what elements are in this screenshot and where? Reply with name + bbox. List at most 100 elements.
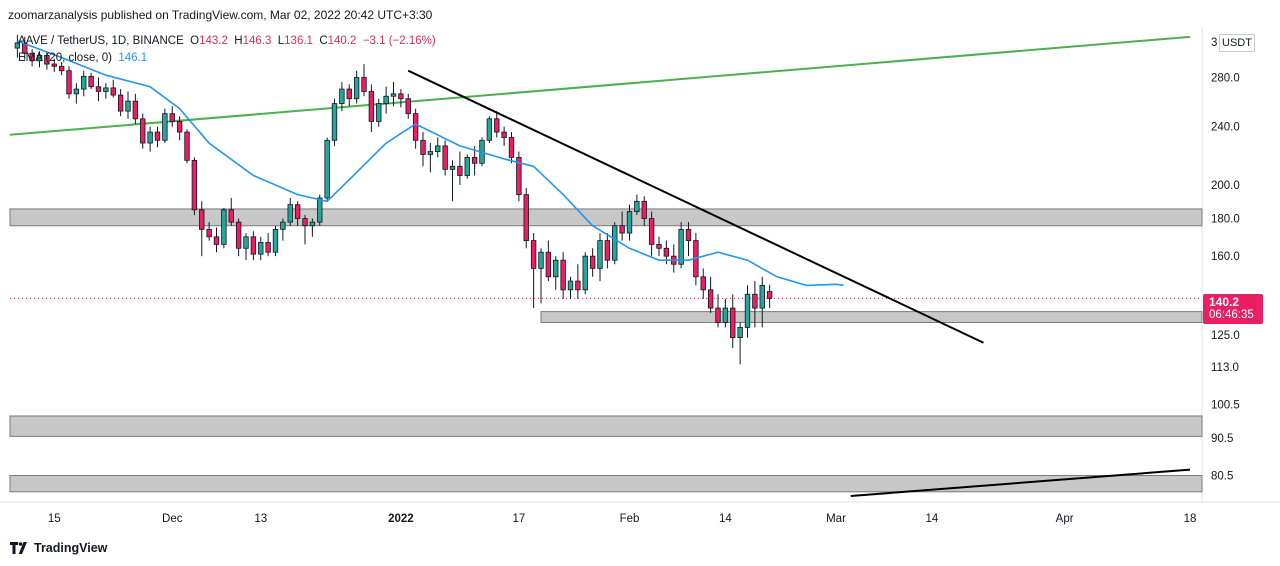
candle bbox=[766, 284, 773, 308]
candle-body bbox=[103, 87, 109, 92]
legend-close: 140.2 bbox=[327, 35, 357, 47]
candle bbox=[641, 196, 647, 226]
time-tick-label: 13 bbox=[254, 513, 267, 525]
candle-body bbox=[199, 209, 205, 230]
price-tick-label: 160.0 bbox=[1211, 251, 1240, 263]
candle-body bbox=[280, 221, 286, 230]
candle-body bbox=[213, 236, 220, 245]
candle bbox=[14, 34, 21, 58]
candle bbox=[265, 233, 271, 257]
candle-body bbox=[353, 77, 360, 100]
time-tick-label: Dec bbox=[162, 513, 183, 525]
candle bbox=[634, 194, 640, 216]
candle-body bbox=[184, 131, 190, 161]
candle-body bbox=[619, 225, 625, 234]
candle bbox=[722, 298, 729, 328]
candle bbox=[132, 93, 139, 125]
time-tick-label: 18 bbox=[1184, 513, 1197, 525]
candle bbox=[103, 83, 109, 99]
brand-name: TradingView bbox=[34, 541, 108, 555]
candle bbox=[287, 197, 293, 226]
candle-body bbox=[154, 131, 161, 141]
bar-countdown: 06:46:35 bbox=[1209, 309, 1254, 321]
candle-body bbox=[140, 118, 146, 144]
candle bbox=[648, 211, 655, 257]
candle-body bbox=[471, 156, 478, 164]
candle-body bbox=[73, 88, 80, 95]
price-tick-label: 125.0 bbox=[1211, 330, 1240, 342]
candle-body bbox=[449, 165, 456, 170]
candle-body bbox=[700, 276, 706, 291]
candle-body bbox=[265, 242, 271, 253]
price-tick-label: 180.0 bbox=[1211, 214, 1240, 226]
candle bbox=[339, 82, 345, 112]
legend-low-label: L bbox=[277, 35, 285, 47]
candle-body bbox=[250, 236, 257, 255]
candle bbox=[302, 215, 308, 245]
candle bbox=[737, 322, 743, 365]
candle-body bbox=[14, 42, 21, 49]
currency-button[interactable]: USDT bbox=[1219, 34, 1255, 52]
header-bar: zoomarzanalysis published on TradingView… bbox=[0, 0, 1280, 28]
candle-body bbox=[597, 240, 603, 269]
legend-close-label: C bbox=[319, 35, 328, 47]
candle bbox=[154, 126, 161, 148]
candle-body bbox=[508, 137, 515, 158]
candle bbox=[567, 276, 574, 299]
candle bbox=[110, 79, 116, 98]
candle-body bbox=[309, 221, 316, 227]
candle-body bbox=[258, 242, 264, 255]
candle bbox=[752, 281, 758, 328]
candle-body bbox=[66, 70, 72, 95]
candle bbox=[29, 49, 35, 67]
candle-body bbox=[110, 87, 116, 96]
price-tick-label: 80.5 bbox=[1211, 471, 1233, 483]
candle-body bbox=[730, 307, 736, 338]
candle-body bbox=[766, 291, 773, 299]
trendline-3 bbox=[850, 468, 1191, 497]
candle-body bbox=[147, 131, 153, 144]
price-tick-label: 90.5 bbox=[1211, 433, 1233, 445]
candle bbox=[272, 225, 279, 257]
legend-symbol[interactable]: AAVE / TetherUS, 1D, BINANCE bbox=[18, 35, 184, 47]
candle bbox=[464, 154, 470, 179]
candle bbox=[612, 222, 618, 265]
candle-body bbox=[117, 94, 124, 112]
tradingview-logo[interactable]: TradingView bbox=[10, 541, 107, 555]
candle-body bbox=[722, 307, 729, 323]
candlestick-chart[interactable]: 280.0 240.0 200.0 180.0 160.0 125.0 113.0 100.5… bbox=[0, 28, 1280, 532]
candle-body bbox=[589, 255, 596, 269]
candle bbox=[530, 233, 537, 309]
candle bbox=[309, 218, 316, 237]
ema-value: 146.1 bbox=[118, 52, 148, 64]
candle bbox=[88, 72, 94, 90]
candle-body bbox=[752, 293, 758, 309]
candle bbox=[346, 84, 352, 107]
support-resistance-zone-1 bbox=[9, 208, 1203, 227]
candle-body bbox=[678, 228, 684, 265]
ema-label: EMA (20, close, 0) bbox=[18, 52, 112, 64]
time-tick-label: 14 bbox=[925, 513, 938, 525]
ema-legend[interactable]: EMA (20, close, 0) 146.1 bbox=[18, 52, 147, 64]
candle-body bbox=[132, 100, 139, 120]
candle bbox=[147, 126, 153, 152]
candle bbox=[523, 188, 529, 249]
chart-area[interactable]: 280.0 240.0 200.0 180.0 160.0 125.0 113.0 100.5… bbox=[0, 28, 1280, 532]
candle bbox=[744, 285, 751, 338]
candle-body bbox=[759, 285, 765, 309]
candle-body bbox=[412, 113, 419, 141]
candle bbox=[258, 236, 264, 261]
candle bbox=[457, 151, 463, 185]
candle bbox=[420, 132, 426, 167]
candle bbox=[368, 84, 375, 133]
candle bbox=[140, 113, 146, 149]
price-tick-label: 280.0 bbox=[1211, 72, 1240, 84]
candle-body bbox=[641, 200, 647, 219]
candle bbox=[516, 151, 522, 202]
candle-body bbox=[435, 145, 441, 152]
candle-body bbox=[95, 86, 102, 92]
candle bbox=[376, 98, 382, 127]
candle bbox=[51, 58, 57, 72]
candle bbox=[353, 70, 360, 104]
candle-body bbox=[383, 95, 389, 104]
